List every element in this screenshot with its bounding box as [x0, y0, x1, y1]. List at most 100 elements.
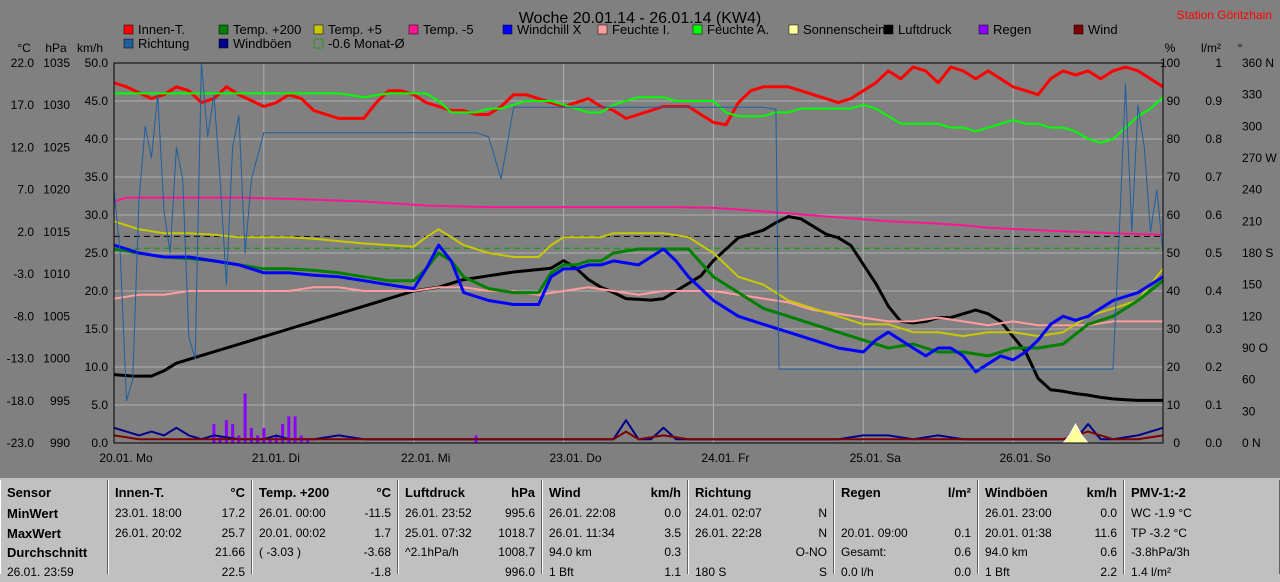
legend-swatch [1074, 25, 1083, 34]
degree-tick-label: 240 [1242, 183, 1262, 197]
stats-panel-header: Temp. +200°C [259, 482, 391, 504]
day-label: 24.01. Fr [701, 451, 749, 465]
legend-swatch [409, 25, 418, 34]
stats-panel-unit: km/h [1087, 482, 1117, 504]
stats-panel-title: Wind [549, 482, 581, 504]
stats-cell-value: 22.5 [222, 563, 245, 582]
hpa-tick-label: 1000 [43, 352, 70, 366]
percent-tick-label: 60 [1167, 208, 1181, 222]
stats-cell-value: 0.0 [1100, 504, 1117, 524]
stats-cell-left: 26.01. 22:28 [695, 524, 762, 544]
legend-label: Regen [993, 22, 1031, 37]
legend-swatch [789, 25, 798, 34]
rain-bar [250, 428, 253, 443]
stats-cell-left: 20.01. 09:00 [841, 524, 908, 544]
stats-cell-value: -3.68 [364, 543, 391, 563]
stats-label-text: Durchschnitt [7, 545, 87, 560]
kmh-tick-label: 0.0 [91, 436, 108, 450]
percent-tick-label: 40 [1167, 284, 1181, 298]
percent-tick-label: 20 [1167, 360, 1181, 374]
stats-cell-value: 0.0 [664, 504, 681, 524]
stats-panel-unit: km/h [651, 482, 681, 504]
stats-panel-title: Innen-T. [115, 482, 164, 504]
degree-tick-label: 270 W [1242, 151, 1277, 165]
legend-label: Innen-T. [138, 22, 185, 37]
stats-label-text: 26.01. 23:59 [7, 565, 74, 579]
degree-tick-label: 150 [1242, 278, 1262, 292]
stats-label-last: 26.01. 23:59 [7, 563, 101, 582]
legend-swatch [219, 25, 228, 34]
celsius-tick-label: 17.0 [11, 98, 35, 112]
stats-cell-value: N [818, 524, 827, 544]
celsius-tick-label: -3.0 [13, 267, 34, 281]
hpa-tick-label: 990 [50, 436, 70, 450]
degree-tick-label: 360 N [1242, 56, 1274, 70]
stats-label-text: MinWert [7, 506, 58, 521]
degree-tick-label: 30 [1242, 404, 1256, 418]
stats-row: 1.4 l/m² [1131, 563, 1273, 582]
hpa-unit: hPa [45, 41, 67, 55]
stats-row: 22.5 [115, 563, 245, 582]
legend-label: Richtung [138, 36, 189, 51]
percent-tick-label: 30 [1167, 322, 1181, 336]
stats-cell-left: 26.01. 00:00 [259, 504, 326, 524]
stats-label-text: Sensor [7, 485, 51, 500]
kmh-tick-label: 15.0 [85, 322, 109, 336]
legend-label: Temp. -5 [423, 22, 474, 37]
precip-tick-label: 0.0 [1205, 436, 1222, 450]
legend-label: Luftdruck [898, 22, 952, 37]
degree-tick-label: 210 [1242, 214, 1262, 228]
legend-label: -0.6 Monat-Ø [328, 36, 405, 51]
stats-cell-value: 996.0 [505, 563, 535, 582]
rain-bar [244, 394, 247, 443]
percent-unit: % [1165, 41, 1176, 55]
stats-row: 26.01. 22:28 N [695, 524, 827, 544]
stats-cell-left: ^2.1hPa/h [405, 543, 459, 563]
kmh-tick-label: 30.0 [85, 208, 109, 222]
rain-bar [262, 428, 265, 443]
stats-panel-title: Richtung [695, 482, 751, 504]
stats-panel-unit: l/m² [948, 482, 971, 504]
stats-label-avg: Durchschnitt [7, 543, 101, 563]
precip-tick-label: 0.1 [1205, 398, 1222, 412]
hpa-tick-label: 1035 [43, 56, 70, 70]
stats-cell-value: 0.3 [664, 543, 681, 563]
stats-row: 1 Bft 1.1 [549, 563, 681, 582]
stats-row: O-NO [695, 543, 827, 563]
stats-panel-header: PMV-1:-2 [1131, 482, 1273, 504]
hpa-tick-label: 1020 [43, 183, 70, 197]
stats-cell-value: 0.6 [1100, 543, 1117, 563]
stats-cell-left: 26.01. 11:34 [549, 524, 615, 544]
stats-cell-value: 1.1 [664, 563, 681, 582]
legend-label: Temp. +200 [233, 22, 301, 37]
stats-cell-left: 20.01. 00:02 [259, 524, 326, 544]
stats-cell-value: 1.7 [374, 524, 391, 544]
stats-row: -3.8hPa/3h [1131, 543, 1273, 563]
kmh-tick-label: 35.0 [85, 170, 109, 184]
stats-cell-left: 26.01. 23:00 [985, 504, 1052, 524]
stats-label-max: MaxWert [7, 524, 101, 544]
stats-cell-left: 94.0 km [549, 543, 592, 563]
stats-cell-value: 0.0 [954, 563, 971, 582]
stats-row: 20.01. 00:02 1.7 [259, 524, 391, 544]
stats-cell-left: Gesamt: [841, 543, 886, 563]
legend-label: Wind [1088, 22, 1118, 37]
precip-tick-label: 0.7 [1205, 170, 1222, 184]
stats-cell-left: 1 Bft [549, 563, 574, 582]
stats-cell-left: WC -1.9 °C [1131, 504, 1192, 524]
legend-swatch [124, 25, 133, 34]
hpa-tick-label: 1015 [43, 225, 70, 239]
kmh-tick-label: 20.0 [85, 284, 109, 298]
legend-swatch [884, 25, 893, 34]
